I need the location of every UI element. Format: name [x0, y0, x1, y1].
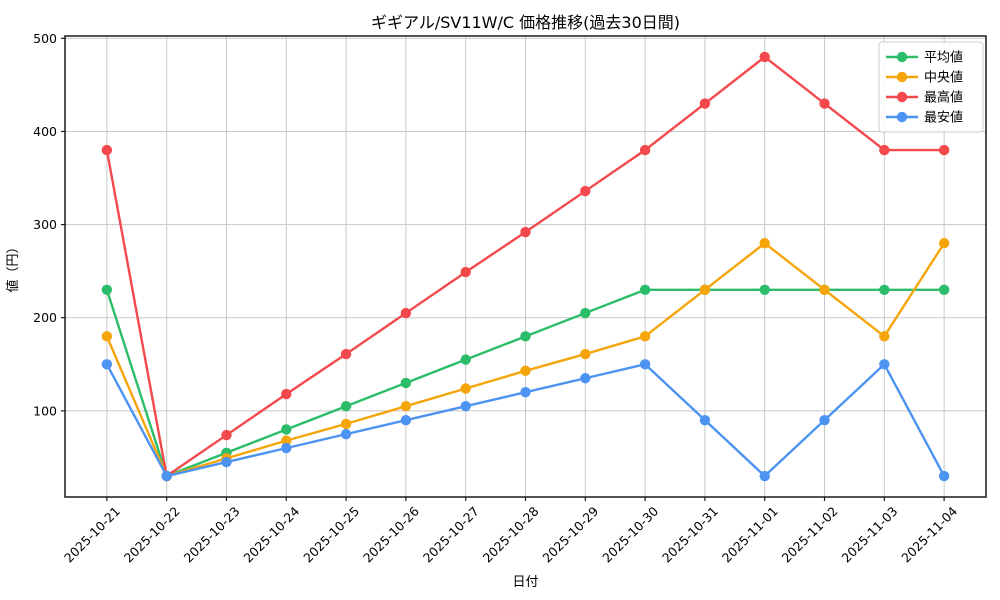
data-point-highest-price — [281, 388, 292, 400]
x-tick-label: 2025-10-22 — [121, 504, 183, 566]
series-lowest-price — [101, 359, 950, 482]
y-tick-label: 300 — [33, 217, 57, 232]
data-point-average-price — [281, 424, 292, 435]
data-point-lowest-price — [400, 414, 412, 426]
data-point-lowest-price — [281, 442, 292, 454]
series-highest-price — [101, 51, 950, 482]
data-point-highest-price — [101, 144, 113, 156]
x-tick-label: 2025-10-29 — [539, 503, 601, 565]
y-tick-label: 100 — [33, 403, 57, 418]
data-point-highest-price — [699, 98, 711, 109]
data-point-lowest-price — [340, 428, 352, 440]
data-point-lowest-price — [639, 359, 651, 370]
x-tick-label: 2025-10-24 — [240, 503, 302, 565]
data-point-average-price — [400, 377, 412, 389]
data-point-highest-price — [819, 98, 830, 109]
y-tick-label: 500 — [33, 31, 57, 46]
data-point-average-price — [340, 400, 352, 412]
x-tick-label: 2025-11-02 — [779, 504, 841, 566]
data-point-average-price — [520, 331, 531, 342]
y-axis-label: 値（円） — [5, 240, 21, 292]
data-point-highest-price — [580, 185, 591, 197]
x-tick-label: 2025-10-25 — [300, 504, 362, 566]
y-tick-label: 400 — [33, 124, 57, 139]
legend-item-average-price: 平均値 — [886, 50, 963, 66]
chart-title: ギギアル/SV11W/C 価格推移(過去30日間) — [371, 13, 680, 32]
legend-marker-highest-price — [896, 91, 908, 103]
data-point-lowest-price — [699, 414, 711, 426]
y-tick-labels: 100 200 300 400 500 — [33, 31, 57, 419]
data-point-highest-price — [340, 348, 352, 360]
data-point-highest-price — [460, 266, 471, 278]
data-point-lowest-price — [580, 373, 591, 384]
data-point-lowest-price — [938, 470, 950, 482]
data-point-median-price — [101, 331, 113, 342]
data-point-lowest-price — [759, 470, 770, 482]
legend-item-highest-price: 最高値 — [886, 90, 963, 106]
data-point-highest-price — [879, 144, 890, 156]
legend-label-highest-price: 最高値 — [924, 90, 963, 106]
x-tick-label: 2025-10-21 — [61, 504, 123, 566]
legend-label-lowest-price: 最安値 — [924, 110, 963, 126]
data-point-median-price — [340, 418, 352, 430]
y-tick-label: 200 — [33, 310, 57, 325]
data-point-median-price — [819, 284, 830, 295]
x-tick-label: 2025-11-03 — [838, 504, 900, 566]
data-point-lowest-price — [161, 470, 172, 482]
data-point-lowest-price — [221, 456, 232, 468]
data-point-median-price — [879, 331, 890, 342]
legend-item-lowest-price: 最安値 — [886, 110, 963, 126]
legend-box — [878, 41, 984, 133]
data-point-highest-price — [759, 51, 770, 63]
data-point-highest-price — [938, 144, 950, 156]
x-tick-label: 2025-10-23 — [181, 504, 243, 566]
x-tick-label: 2025-10-28 — [480, 503, 542, 565]
data-point-average-price — [759, 284, 770, 295]
data-point-average-price — [639, 284, 651, 295]
data-point-average-price — [580, 307, 591, 319]
data-point-lowest-price — [460, 400, 471, 412]
data-point-median-price — [580, 348, 591, 360]
data-point-median-price — [460, 383, 471, 394]
data-point-average-price — [879, 284, 890, 295]
legend-marker-lowest-price — [896, 111, 908, 123]
x-tick-labels: 2025-10-212025-10-222025-10-232025-10-24… — [61, 503, 960, 565]
data-point-median-price — [520, 365, 531, 377]
data-point-highest-price — [520, 226, 531, 238]
data-point-average-price — [938, 284, 950, 295]
legend-label-average-price: 平均値 — [924, 50, 963, 66]
legend-item-median-price: 中央値 — [886, 70, 963, 86]
data-point-median-price — [281, 435, 292, 446]
x-tick-label: 2025-10-26 — [360, 503, 422, 565]
data-point-highest-price — [400, 307, 412, 319]
data-point-lowest-price — [819, 414, 830, 426]
x-tick-label: 2025-10-30 — [599, 503, 661, 565]
data-point-highest-price — [639, 144, 651, 156]
plot-border — [64, 35, 987, 498]
legend-marker-average-price — [896, 51, 908, 63]
data-point-average-price — [101, 284, 113, 295]
data-point-median-price — [400, 400, 412, 412]
x-tick-label: 2025-10-27 — [420, 504, 482, 566]
data-point-median-price — [699, 284, 711, 295]
x-axis-label: 日付 — [512, 575, 538, 590]
x-tick-label: 2025-10-31 — [659, 504, 721, 566]
data-point-lowest-price — [101, 359, 113, 370]
data-point-lowest-price — [879, 359, 890, 370]
legend-label-median-price: 中央値 — [924, 70, 963, 86]
data-point-median-price — [938, 238, 950, 249]
x-tick-label: 2025-11-01 — [719, 504, 781, 566]
data-point-median-price — [639, 331, 651, 342]
data-point-lowest-price — [520, 387, 531, 398]
legend-marker-median-price — [896, 71, 908, 83]
data-point-average-price — [460, 354, 471, 365]
x-tick-label: 2025-11-04 — [898, 503, 960, 565]
data-point-highest-price — [221, 429, 232, 441]
data-point-median-price — [759, 238, 770, 249]
